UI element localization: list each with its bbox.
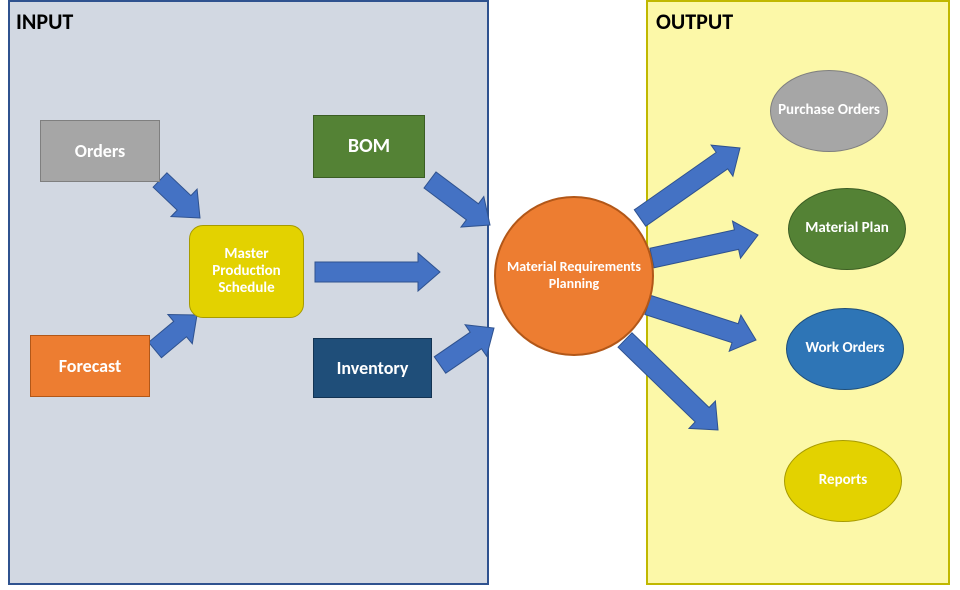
mrp-label: Material Requirements Planning: [506, 259, 642, 293]
master-production-schedule-node: Master Production Schedule: [189, 225, 304, 318]
purchase-orders-node: Purchase Orders: [770, 70, 888, 152]
diagram-stage: INPUT OUTPUT Orders Forecast Master Prod…: [0, 0, 960, 590]
forecast-node: Forecast: [30, 335, 150, 397]
purchase-orders-label: Purchase Orders: [778, 102, 880, 119]
output-panel-label: OUTPUT: [656, 8, 733, 35]
forecast-label: Forecast: [59, 356, 122, 377]
mrp-node: Material Requirements Planning: [494, 196, 654, 356]
bom-label: BOM: [348, 135, 390, 158]
inventory-label: Inventory: [337, 358, 409, 379]
bom-node: BOM: [313, 115, 425, 178]
orders-node: Orders: [40, 120, 160, 182]
material-plan-node: Material Plan: [788, 188, 906, 270]
input-panel-label: INPUT: [16, 8, 73, 35]
mps-label: Master Production Schedule: [196, 246, 297, 298]
reports-node: Reports: [784, 440, 902, 522]
orders-label: Orders: [75, 141, 125, 162]
work-orders-label: Work Orders: [805, 340, 884, 357]
reports-label: Reports: [819, 472, 867, 489]
inventory-node: Inventory: [313, 338, 432, 398]
work-orders-node: Work Orders: [786, 308, 904, 390]
material-plan-label: Material Plan: [805, 220, 889, 237]
